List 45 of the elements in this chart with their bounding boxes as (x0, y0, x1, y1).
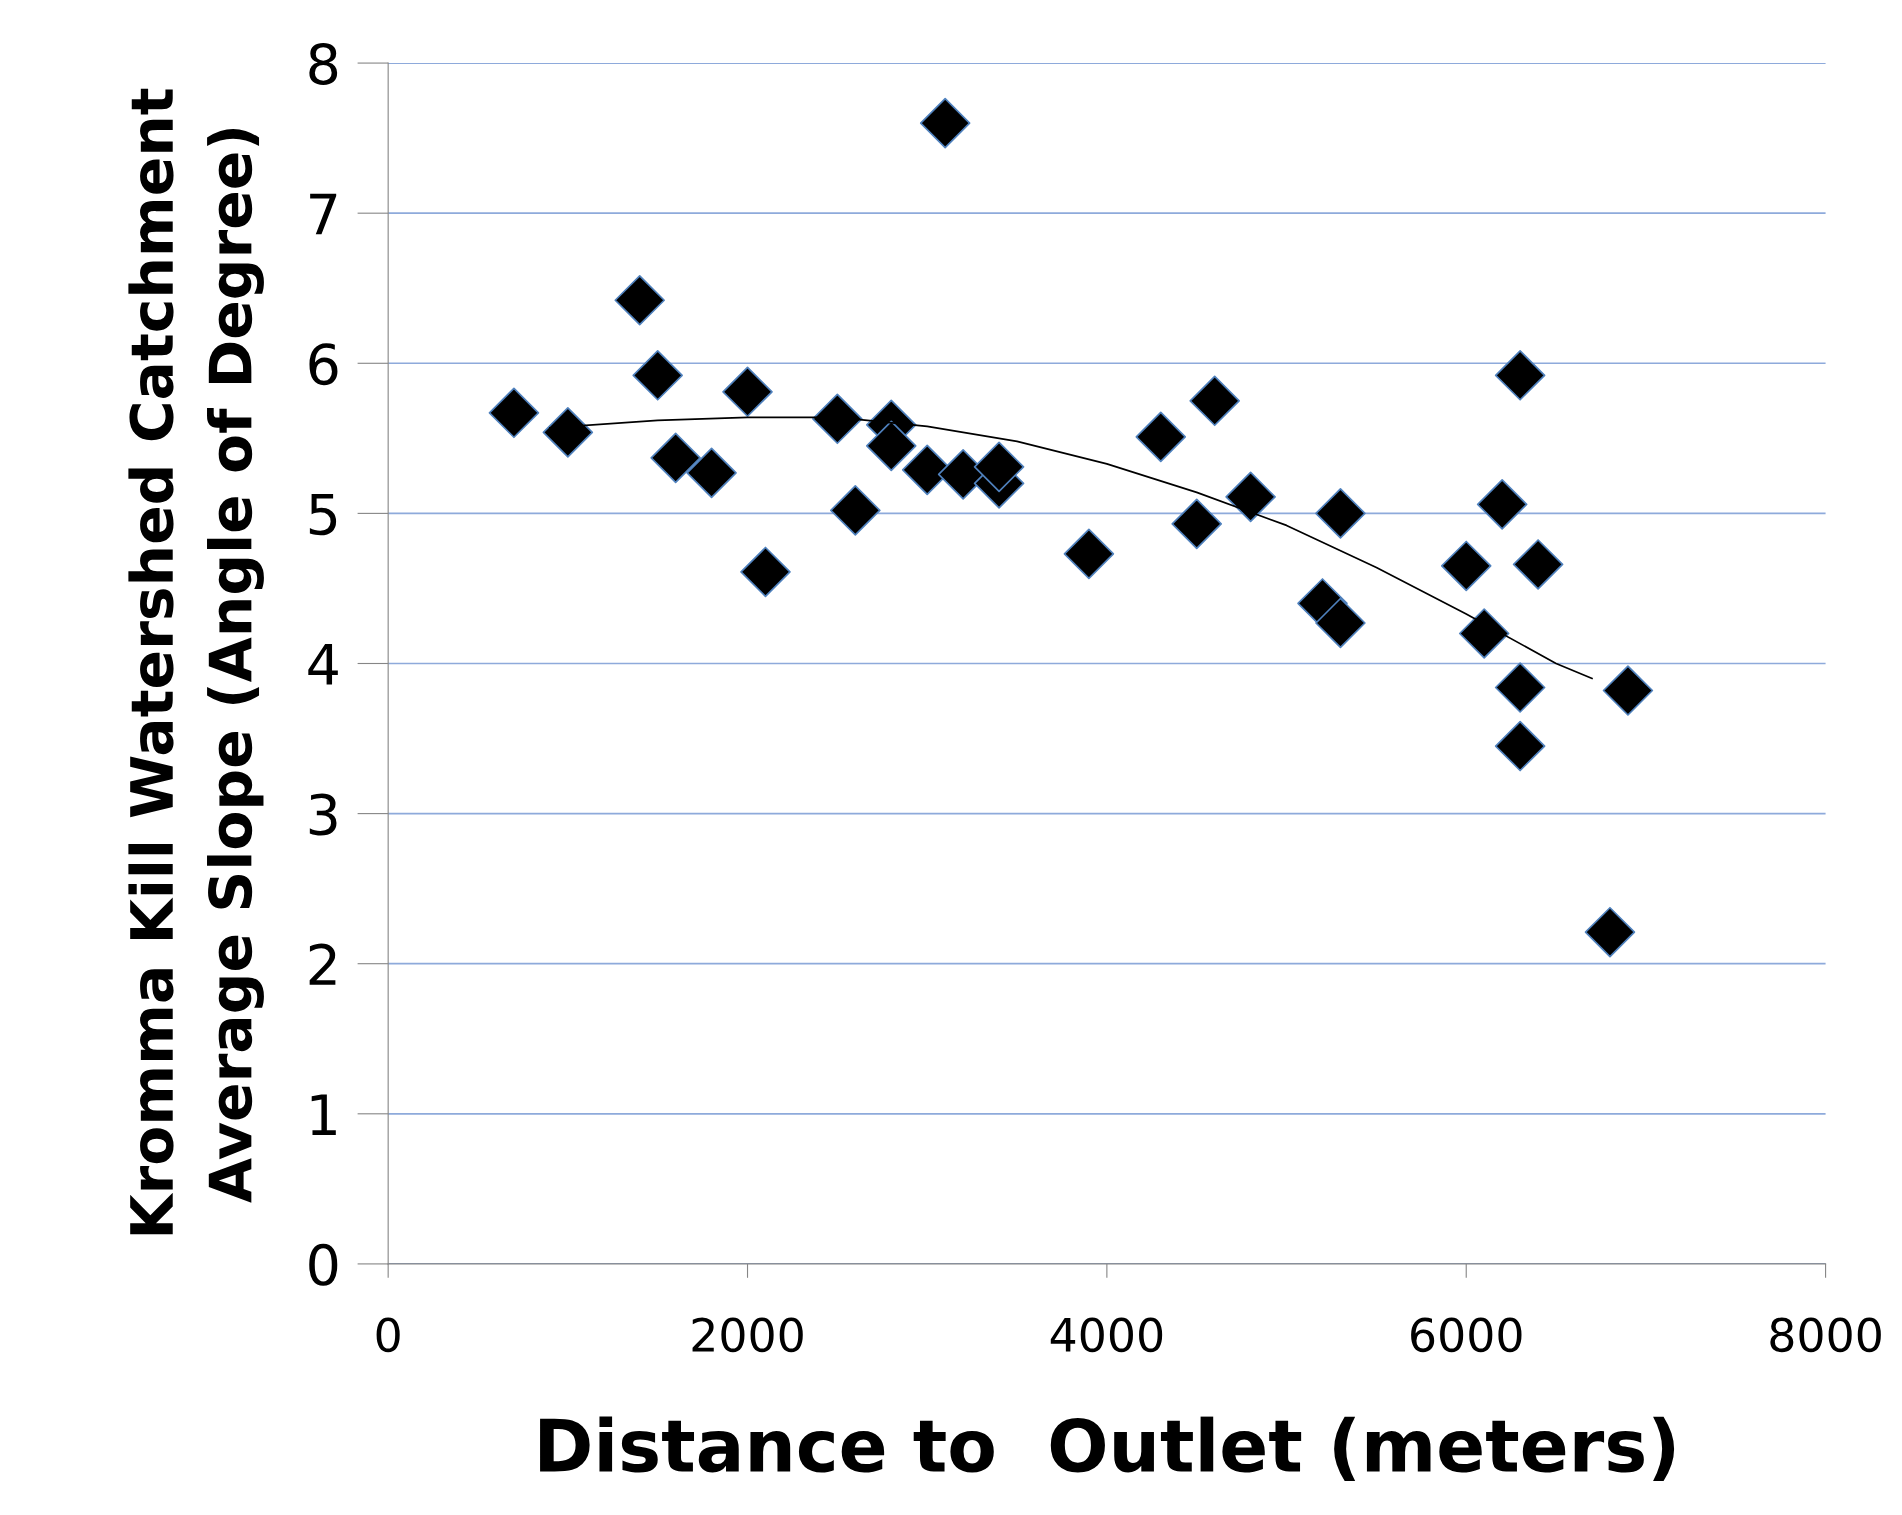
point (1315, 597, 1366, 649)
point (686, 447, 737, 499)
point (722, 366, 773, 418)
y-tick-label: 7 (310, 193, 337, 235)
point (865, 420, 917, 472)
point (488, 387, 540, 439)
y-tick-label: 8 (309, 42, 338, 85)
x-tick-label: 4000 (1050, 1317, 1163, 1353)
point (1494, 350, 1546, 401)
y-tick-label: 5 (309, 493, 337, 536)
point (1476, 479, 1528, 530)
point (1602, 665, 1654, 716)
point (1225, 471, 1276, 523)
point (1512, 539, 1564, 590)
y-tick-label: 1 (311, 1094, 336, 1135)
x-tick-label: 0 (376, 1317, 400, 1353)
point (1440, 540, 1492, 592)
point (632, 350, 683, 401)
point (830, 485, 881, 536)
y-tick-label: 4 (308, 644, 338, 685)
point (919, 97, 971, 149)
y-axis-title: Kromma Kill Watershed Catchment Average Slope (Angle of Degree) (128, 88, 264, 1235)
x-tick-label: 6000 (1411, 1317, 1522, 1353)
point (1171, 498, 1222, 550)
point (650, 432, 701, 484)
y-tick-label: 0 (309, 1243, 338, 1286)
point (1063, 528, 1115, 580)
point (1494, 662, 1546, 713)
y-tick-label: 6 (309, 343, 338, 386)
x-tick-label: 2000 (692, 1317, 803, 1353)
point (1494, 720, 1546, 772)
point (542, 407, 594, 458)
point (614, 274, 666, 326)
point (1315, 488, 1366, 539)
y-tick-label: 3 (309, 793, 337, 836)
point (973, 441, 1025, 493)
point (1135, 411, 1187, 463)
point (812, 393, 863, 445)
point (740, 546, 791, 598)
y-tick-label: 2 (309, 943, 336, 985)
point (1189, 375, 1240, 427)
x-tick-label: 8000 (1770, 1317, 1881, 1353)
x-axis-title: Distance to Outlet (meters) (540, 1416, 1675, 1482)
point (1584, 906, 1636, 958)
point (1458, 608, 1510, 659)
